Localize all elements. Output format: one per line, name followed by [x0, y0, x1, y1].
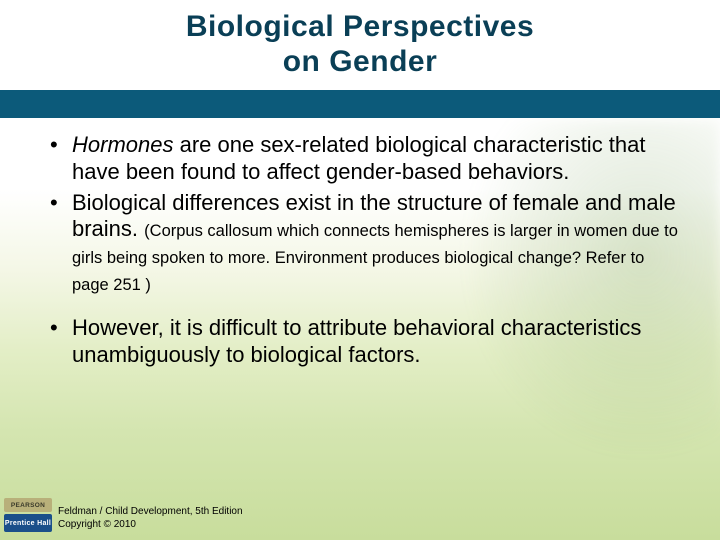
- slide: Biological Perspectives on Gender Hormon…: [0, 0, 720, 540]
- bullet-3-text: However, it is difficult to attribute be…: [72, 315, 641, 367]
- title-line2: on Gender: [283, 45, 438, 78]
- bullet-item: Biological differences exist in the stru…: [50, 190, 680, 297]
- pearson-badge: PEARSON: [4, 498, 52, 512]
- footer: PEARSON Prentice Hall Feldman / Child De…: [0, 498, 243, 532]
- footer-text: Feldman / Child Development, 5th Edition…: [58, 506, 243, 532]
- title-band: Biological Perspectives on Gender: [0, 0, 720, 97]
- prentice-hall-badge: Prentice Hall: [4, 514, 52, 532]
- bullet-item: Hormones are one sex-related biological …: [50, 132, 680, 186]
- bullet-list: Hormones are one sex-related biological …: [50, 132, 680, 297]
- bullet-list: However, it is difficult to attribute be…: [50, 315, 680, 369]
- accent-stripe: [0, 90, 720, 118]
- spacer: [50, 301, 680, 315]
- footer-copyright: Copyright © 2010: [58, 519, 243, 532]
- footer-citation: Feldman / Child Development, 5th Edition: [58, 506, 243, 519]
- title-word-strong: Biological: [186, 10, 334, 43]
- bullet-item: However, it is difficult to attribute be…: [50, 315, 680, 369]
- publisher-badges: PEARSON Prentice Hall: [4, 498, 52, 532]
- slide-title: Biological Perspectives on Gender: [40, 10, 680, 79]
- bullet-2-note: (Corpus callosum which connects hemisphe…: [72, 222, 678, 294]
- content-area: Hormones are one sex-related biological …: [50, 132, 680, 373]
- bullet-1-italic: Hormones: [72, 132, 173, 157]
- title-word-light: Perspectives: [334, 10, 534, 43]
